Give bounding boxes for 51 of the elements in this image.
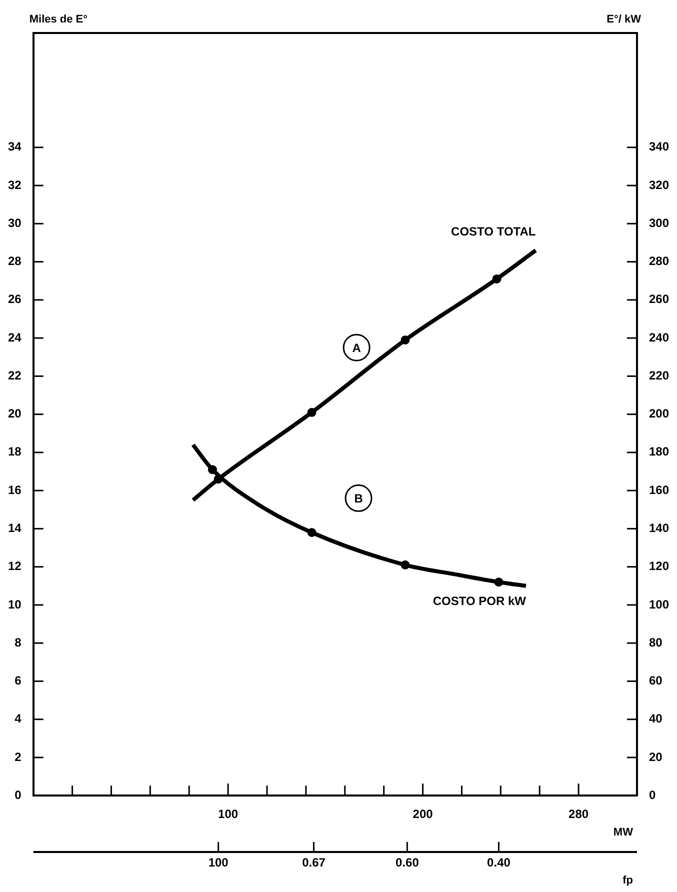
y-axis-title: Miles de E°	[29, 14, 88, 26]
y2-tick-label: 260	[648, 292, 670, 306]
y-tick-label: 10	[8, 597, 22, 612]
y2-tick-label: 340	[648, 140, 670, 154]
series-label: COSTO POR kW	[432, 594, 527, 608]
x-tick-label: 280	[568, 807, 589, 822]
y-tick-label: 28	[8, 254, 22, 268]
x-tick-label: 100	[218, 807, 238, 822]
y2-tick-label: 80	[648, 635, 663, 650]
x-tick-label: 200	[412, 807, 434, 822]
annotation: A	[352, 340, 362, 355]
x-axis-title: MW	[613, 826, 634, 839]
y-tick-label: 34	[8, 140, 22, 154]
y2-tick-label: 40	[648, 712, 663, 726]
y-tick-label: 26	[8, 292, 22, 306]
series-label: COSTO TOTAL	[451, 224, 536, 239]
annotation: 100	[208, 855, 229, 870]
y-tick-label: 12	[8, 559, 22, 574]
y-tick-label: 22	[8, 368, 22, 382]
y-tick-label: 8	[14, 635, 22, 650]
y-tick-label: 4	[14, 712, 22, 726]
y2-tick-label: 240	[648, 330, 670, 344]
y2-tick-label: 60	[648, 674, 663, 688]
y2-tick-label: 300	[648, 216, 670, 230]
y-tick-label: 32	[8, 178, 22, 192]
y2-tick-label: 280	[648, 254, 670, 268]
y2-tick-label: 100	[648, 597, 670, 612]
y-tick-label: 24	[8, 330, 22, 344]
y-tick-label: 18	[8, 444, 22, 459]
annotation: 0.40	[487, 855, 511, 870]
y2-tick-label: 200	[648, 406, 670, 421]
x2-axis-title: fp	[622, 874, 634, 887]
y2-tick-label: 160	[648, 482, 670, 497]
y-tick-label: 6	[14, 674, 22, 688]
y-tick-label: 14	[8, 521, 22, 536]
y2-tick-label: 220	[648, 368, 670, 382]
annotation: 0.67	[302, 855, 326, 870]
y2-tick-label: 140	[648, 521, 670, 536]
y2-tick-label: 320	[648, 178, 670, 192]
y-tick-label: 2	[14, 750, 22, 764]
y-tick-label: 16	[8, 482, 22, 497]
y2-axis-title: E°/ kW	[606, 14, 642, 26]
annotation: 0.60	[396, 855, 420, 870]
y2-tick-label: 20	[648, 750, 663, 764]
y2-tick-label: 0	[648, 788, 656, 802]
y-tick-label: 0	[14, 788, 22, 802]
y2-tick-label: 120	[648, 559, 670, 574]
y2-tick-label: 180	[648, 444, 670, 459]
annotation: B	[354, 492, 364, 506]
y-tick-label: 30	[8, 216, 22, 230]
y-tick-label: 20	[8, 406, 22, 421]
